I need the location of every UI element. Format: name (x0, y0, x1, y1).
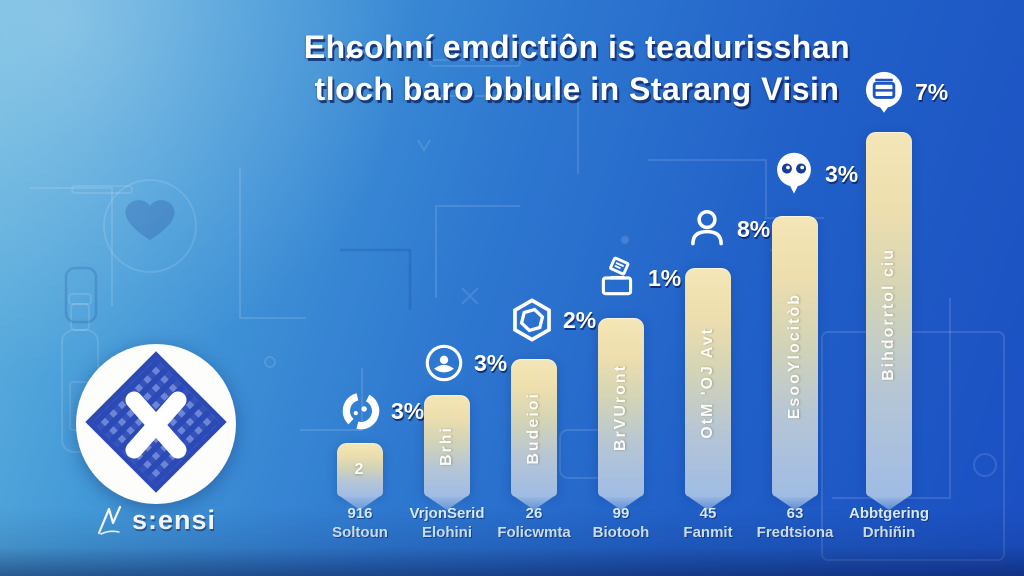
bar-3-stat: 2% (508, 296, 596, 344)
bar-7: Bihdorrtol ciu (866, 132, 912, 497)
bar-4-stat: 1% (595, 255, 681, 301)
brand-wordmark: s:ensi (132, 504, 217, 535)
hexagon-icon (513, 298, 551, 342)
speech-bubble-icon (777, 152, 811, 194)
bar-5-stat: 8% (684, 206, 770, 252)
logo-badge (76, 344, 236, 504)
footer-value: 26 (525, 505, 543, 522)
footer-value: Abbtgering (849, 505, 929, 522)
footer-label: Soltoun (332, 524, 388, 541)
footer-value: 916 (347, 505, 373, 522)
bar-1: 2 (337, 443, 383, 497)
bar-3-footer: 26 Folicwmta (469, 504, 599, 542)
bar-3: Budeioi (511, 359, 557, 497)
footer-value: VrjonSerid (409, 505, 485, 522)
bar-4-footer: 99 Biotooh (556, 504, 686, 542)
percent-label: 3% (474, 349, 508, 376)
footer-label: Drhiñin (862, 524, 916, 541)
bar-6-text: EsooYlocitòb (786, 293, 803, 420)
title-line-2: tloch baro bblule in Starang Visin (314, 71, 840, 107)
bar-1-stat: 3% (338, 388, 424, 434)
bar-6-footer: 63 Fredtsiona (730, 504, 860, 542)
bar-2: Brhi (424, 395, 470, 497)
bar-2-stat: 3% (421, 340, 507, 386)
footer-value: 45 (699, 505, 717, 522)
footer-value: 99 (612, 505, 630, 522)
bar-5: OtM 'OJ Avt (685, 268, 731, 497)
donut-chart-icon (342, 392, 380, 430)
bar-4: BrVUront (598, 318, 644, 497)
percent-label: 7% (915, 78, 949, 105)
bar-2-text: Brhi (438, 426, 455, 466)
bar-7-footer: Abbtgering Drhiñin (824, 504, 954, 542)
percent-label: 3% (825, 160, 859, 187)
bar-4-text: BrVUront (612, 363, 629, 452)
sketch-icon (97, 505, 122, 535)
percent-label: 3% (391, 397, 425, 424)
bar-1-footer: 916 Soltoun (295, 504, 425, 542)
footer-label: Biotooh (592, 524, 650, 541)
footer-label: Folicwmta (497, 524, 571, 541)
percent-label: 1% (648, 264, 682, 291)
percent-label: 2% (563, 306, 597, 333)
person-icon (691, 209, 723, 246)
support-circle-icon (425, 344, 463, 382)
infographic-title: Ehɕohní emdictiôn is teadurisshan tloch … (150, 26, 1004, 110)
title-line-1: Ehɕohní emdictiôn is teadurisshan (303, 29, 851, 65)
bar-7-text: Bihdorrtol ciu (880, 248, 897, 381)
bar-6-stat: 3% (770, 150, 858, 198)
footer-value: 63 (786, 505, 804, 522)
bar-5-text: OtM 'OJ Avt (699, 326, 716, 439)
ballot-box-icon (601, 256, 633, 296)
footer-label: Fanmit (683, 524, 733, 541)
bar-1-text: 2 (354, 461, 366, 478)
bar-3-text: Budeioi (525, 391, 542, 465)
bar-5-footer: 45 Fanmit (643, 504, 773, 542)
percent-label: 8% (737, 215, 771, 242)
tv-circle-icon (866, 71, 902, 113)
bar-7-stat: 7% (860, 68, 948, 116)
footer-label: Elohini (422, 524, 472, 541)
bar-2-footer: VrjonSerid Elohini (382, 504, 512, 542)
bar-6: EsooYlocitòb (772, 216, 818, 497)
brand-row: s:ensi (96, 503, 216, 537)
footer-label: Fredtsiona (756, 524, 834, 541)
butterfly-x-mark (125, 391, 187, 459)
